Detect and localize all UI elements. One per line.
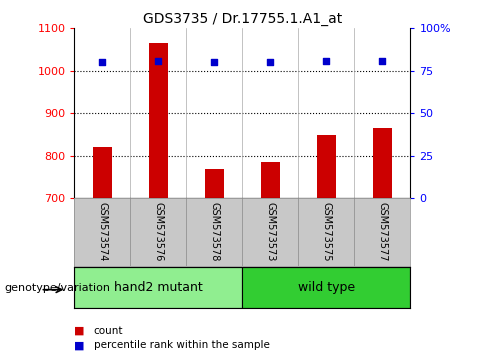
Text: ■: ■ <box>74 340 85 350</box>
Point <box>155 58 162 63</box>
Bar <box>372 128 392 198</box>
Bar <box>242 267 410 308</box>
Text: percentile rank within the sample: percentile rank within the sample <box>94 340 269 350</box>
Text: GSM573573: GSM573573 <box>265 202 276 261</box>
Point <box>323 58 330 63</box>
Text: wild type: wild type <box>298 281 355 294</box>
Bar <box>93 147 112 198</box>
Point <box>266 59 274 65</box>
Text: GSM573575: GSM573575 <box>322 202 331 261</box>
Text: genotype/variation: genotype/variation <box>5 282 111 293</box>
Bar <box>204 169 224 198</box>
Text: GSM573574: GSM573574 <box>97 202 108 261</box>
Text: GSM573578: GSM573578 <box>209 202 219 261</box>
Bar <box>317 135 336 198</box>
Text: GSM573576: GSM573576 <box>154 202 163 261</box>
Text: ■: ■ <box>74 326 85 336</box>
Point <box>211 59 218 65</box>
Point <box>379 58 386 63</box>
Text: count: count <box>94 326 123 336</box>
Bar <box>261 162 280 198</box>
Title: GDS3735 / Dr.17755.1.A1_at: GDS3735 / Dr.17755.1.A1_at <box>143 12 342 26</box>
Point <box>98 59 106 65</box>
Bar <box>149 43 168 198</box>
Text: GSM573577: GSM573577 <box>377 202 387 261</box>
Text: hand2 mutant: hand2 mutant <box>114 281 203 294</box>
Bar <box>74 267 242 308</box>
